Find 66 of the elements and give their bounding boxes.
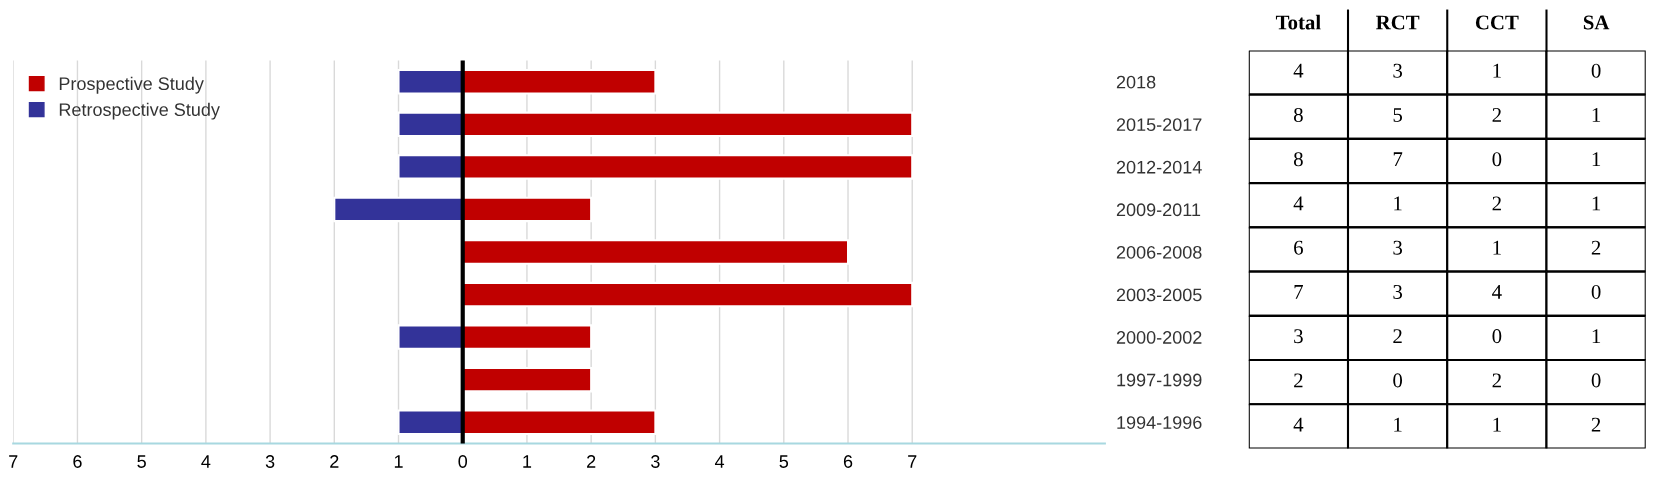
data-label: 2: [1294, 373, 1303, 388]
data-label: 1: [1592, 152, 1601, 167]
data-label: 2: [1492, 373, 1501, 388]
y-tick-label: 2018: [1116, 75, 1156, 89]
y-tick-label: 2009-2011: [1116, 203, 1201, 217]
data-label: 1: [1592, 108, 1601, 122]
x-tick-label: 1: [394, 455, 403, 468]
data-label: 3: [1393, 284, 1403, 299]
data-label: 0: [1393, 373, 1403, 388]
data-label: 2: [1393, 329, 1402, 343]
data-label: 6: [1294, 240, 1303, 255]
x-tick-label: 4: [201, 455, 211, 468]
data-label: 0: [1591, 63, 1601, 78]
data-label: 0: [1591, 284, 1601, 299]
data-label: 3: [1393, 63, 1403, 78]
y-tick-label: 2006-2008: [1116, 245, 1202, 259]
x-tick-label: 0: [458, 455, 468, 468]
data-label: 2: [1591, 417, 1601, 432]
x-tick-label: 4: [714, 455, 725, 468]
x-tick-label: 6: [73, 455, 82, 468]
y-tick-label: 2000-2002: [1116, 331, 1202, 344]
data-label: 1: [1592, 196, 1601, 211]
data-label: 2: [1492, 107, 1501, 122]
data-label: 8: [1293, 107, 1303, 122]
data-label: 1: [1394, 417, 1402, 432]
data-label: 4: [1293, 196, 1304, 211]
data-label: 1: [1592, 329, 1601, 343]
x-tick-label: 3: [651, 455, 660, 468]
y-tick-label: 1997-1999: [1117, 373, 1202, 387]
x-tick-label: Total: [1275, 14, 1321, 30]
x-tick-label: 7: [9, 455, 18, 468]
data-label: 1: [1493, 417, 1501, 432]
data-label: 4: [1293, 63, 1304, 78]
y-tick-label: 2003-2005: [1116, 288, 1202, 302]
x-tick-label: 7: [908, 455, 917, 468]
data-label: 2: [1591, 240, 1601, 255]
y-tick-label: 1994-1996: [1117, 416, 1202, 429]
data-label: 4: [1293, 417, 1304, 432]
data-label: 7: [1294, 285, 1303, 299]
data-label: 1: [1493, 63, 1501, 78]
x-tick-label: 5: [137, 455, 146, 468]
legend-label: Retrospective Study: [59, 102, 220, 120]
data-label: 1: [1493, 240, 1501, 255]
x-tick-label: RCT: [1375, 15, 1420, 30]
data-label: 0: [1492, 152, 1502, 167]
x-tick-label: CCT: [1475, 15, 1519, 30]
data-label: 3: [1393, 240, 1403, 255]
data-label: 5: [1393, 108, 1403, 122]
data-label: 1: [1394, 196, 1402, 211]
x-tick-label: 2: [330, 455, 339, 468]
data-label: 3: [1294, 329, 1303, 344]
data-label: 4: [1492, 285, 1502, 299]
x-tick-label: SA: [1583, 15, 1610, 30]
legend-label: Prospective Study: [59, 76, 204, 94]
x-tick-label: 6: [843, 455, 853, 468]
x-tick-label: 2: [587, 455, 596, 468]
y-tick-label: 2015-2017: [1116, 118, 1202, 132]
data-label: 7: [1393, 152, 1403, 167]
y-tick-label: 2012-2014: [1116, 160, 1202, 174]
x-tick-label: 5: [779, 455, 789, 468]
data-label: 2: [1492, 196, 1501, 211]
data-label: 0: [1591, 373, 1601, 388]
x-tick-label: 3: [265, 455, 275, 468]
x-tick-label: 1: [523, 455, 532, 468]
data-label: 0: [1492, 329, 1502, 344]
data-label: 8: [1293, 152, 1303, 167]
